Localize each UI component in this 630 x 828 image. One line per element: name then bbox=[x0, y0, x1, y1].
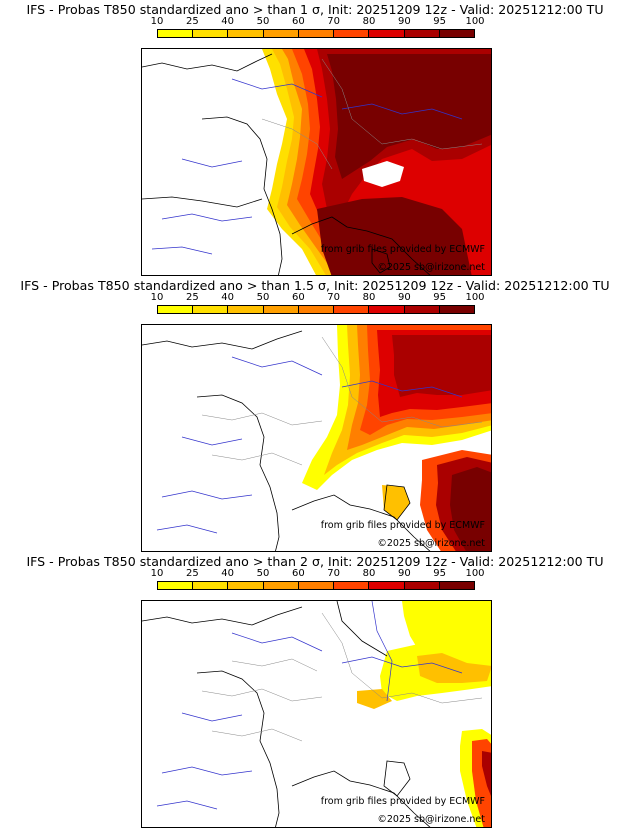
colorbar-tick-label: 80 bbox=[362, 568, 376, 579]
colorbar-swatches bbox=[157, 581, 475, 590]
colorbar-swatch bbox=[298, 582, 335, 589]
colorbar-swatches bbox=[157, 29, 475, 38]
colorbar-tick-label: 40 bbox=[221, 16, 235, 27]
colorbar-tick-label: 95 bbox=[433, 16, 447, 27]
colorbar-tick-label: 50 bbox=[256, 568, 270, 579]
colorbar-swatch bbox=[263, 30, 299, 37]
colorbar-swatch bbox=[369, 30, 405, 37]
colorbar-ticks: 10 25 40 50 60 70 80 90 95 100 bbox=[151, 16, 485, 28]
panel-1-5-sigma: IFS - Probas T850 standardized ano > tha… bbox=[0, 276, 630, 552]
colorbar-swatch bbox=[439, 582, 474, 589]
panel-title: IFS - Probas T850 standardized ano > tha… bbox=[26, 2, 604, 17]
panel-2-sigma: IFS - Probas T850 standardized ano > tha… bbox=[0, 552, 630, 828]
map-canvas bbox=[142, 601, 491, 827]
colorbar-tick-label: 100 bbox=[465, 292, 485, 303]
colorbar-tick-label: 70 bbox=[327, 292, 341, 303]
colorbar-tick-label: 70 bbox=[327, 568, 341, 579]
colorbar-tick-label: 95 bbox=[433, 568, 447, 579]
colorbar-tick-label: 95 bbox=[433, 292, 447, 303]
colorbar-swatch bbox=[193, 582, 229, 589]
colorbar-swatch bbox=[369, 306, 405, 313]
colorbar: 10 25 40 50 60 70 80 90 95 100 bbox=[151, 568, 485, 596]
colorbar-tick-label: 60 bbox=[291, 568, 305, 579]
colorbar-swatch bbox=[158, 30, 194, 37]
colorbar-swatch bbox=[263, 306, 299, 313]
colorbar-tick-label: 25 bbox=[185, 16, 199, 27]
colorbar-swatch bbox=[298, 306, 335, 313]
colorbar-swatch bbox=[439, 30, 474, 37]
panel-title: IFS - Probas T850 standardized ano > tha… bbox=[26, 554, 604, 569]
colorbar-tick-label: 25 bbox=[185, 292, 199, 303]
colorbar: 10 25 40 50 60 70 80 90 95 100 bbox=[151, 16, 485, 44]
colorbar-tick-label: 80 bbox=[362, 292, 376, 303]
colorbar-tick-label: 50 bbox=[256, 292, 270, 303]
credit-copyright: ©2025 sb@irizone.net bbox=[377, 814, 485, 825]
colorbar-swatch bbox=[404, 306, 440, 313]
colorbar-swatch bbox=[158, 306, 194, 313]
colorbar-swatch bbox=[334, 306, 370, 313]
colorbar-tick-label: 40 bbox=[221, 292, 235, 303]
colorbar-swatch bbox=[158, 582, 194, 589]
colorbar-swatch bbox=[193, 30, 229, 37]
colorbar-ticks: 10 25 40 50 60 70 80 90 95 100 bbox=[151, 292, 485, 304]
colorbar-tick-label: 25 bbox=[185, 568, 199, 579]
colorbar-tick-label: 80 bbox=[362, 16, 376, 27]
probability-map: from grib files provided by ECMWF ©2025 … bbox=[141, 600, 492, 828]
colorbar-swatch bbox=[404, 582, 440, 589]
colorbar: 10 25 40 50 60 70 80 90 95 100 bbox=[151, 292, 485, 320]
panel-title: IFS - Probas T850 standardized ano > tha… bbox=[20, 278, 610, 293]
probability-map: from grib files provided by ECMWF ©2025 … bbox=[141, 324, 492, 552]
map-canvas bbox=[142, 325, 491, 551]
colorbar-swatch bbox=[334, 30, 370, 37]
credit-source: from grib files provided by ECMWF bbox=[320, 520, 485, 531]
credit-source: from grib files provided by ECMWF bbox=[320, 244, 485, 255]
colorbar-swatch bbox=[369, 582, 405, 589]
colorbar-tick-label: 50 bbox=[256, 16, 270, 27]
colorbar-swatch bbox=[193, 306, 229, 313]
colorbar-tick-label: 100 bbox=[465, 568, 485, 579]
colorbar-swatch bbox=[298, 30, 335, 37]
colorbar-tick-label: 90 bbox=[397, 292, 411, 303]
colorbar-swatch bbox=[404, 30, 440, 37]
colorbar-swatch bbox=[228, 306, 264, 313]
colorbar-tick-label: 100 bbox=[465, 16, 485, 27]
map-canvas bbox=[142, 49, 491, 275]
credit-source: from grib files provided by ECMWF bbox=[320, 796, 485, 807]
colorbar-tick-label: 60 bbox=[291, 16, 305, 27]
colorbar-swatch bbox=[439, 306, 474, 313]
credit-copyright: ©2025 sb@irizone.net bbox=[377, 262, 485, 273]
colorbar-tick-label: 70 bbox=[327, 16, 341, 27]
colorbar-ticks: 10 25 40 50 60 70 80 90 95 100 bbox=[151, 568, 485, 580]
colorbar-swatch bbox=[263, 582, 299, 589]
credit-copyright: ©2025 sb@irizone.net bbox=[377, 538, 485, 549]
probability-map: from grib files provided by ECMWF ©2025 … bbox=[141, 48, 492, 276]
colorbar-tick-label: 10 bbox=[150, 568, 164, 579]
colorbar-tick-label: 10 bbox=[150, 292, 164, 303]
colorbar-tick-label: 90 bbox=[397, 568, 411, 579]
colorbar-tick-label: 10 bbox=[150, 16, 164, 27]
colorbar-swatch bbox=[334, 582, 370, 589]
colorbar-swatches bbox=[157, 305, 475, 314]
colorbar-swatch bbox=[228, 30, 264, 37]
colorbar-tick-label: 40 bbox=[221, 568, 235, 579]
colorbar-tick-label: 90 bbox=[397, 16, 411, 27]
panel-1-sigma: IFS - Probas T850 standardized ano > tha… bbox=[0, 0, 630, 276]
colorbar-tick-label: 60 bbox=[291, 292, 305, 303]
colorbar-swatch bbox=[228, 582, 264, 589]
